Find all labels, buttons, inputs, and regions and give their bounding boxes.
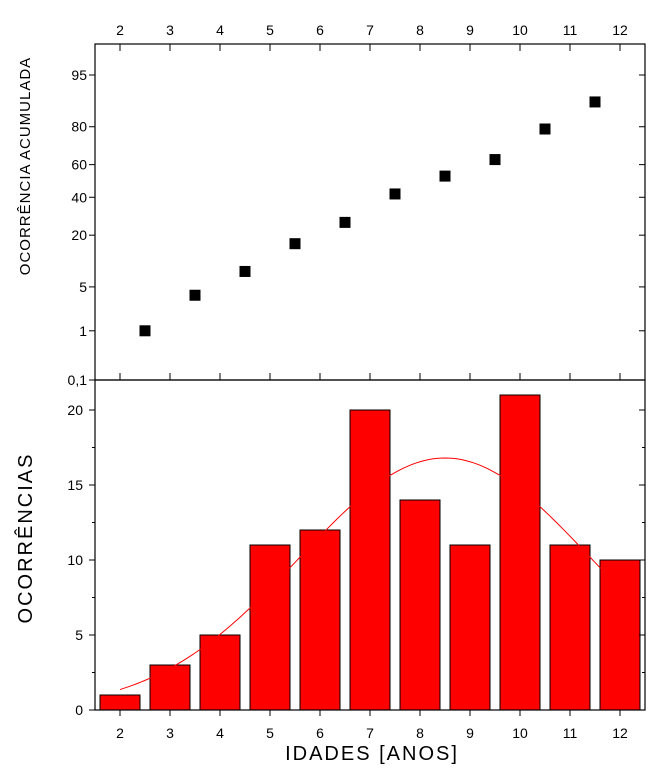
top-y-tick-label: 80 — [71, 119, 87, 135]
bottom-x-tick-label: 2 — [116, 725, 124, 741]
bottom-x-tick-label: 8 — [416, 725, 424, 741]
bottom-x-tick-label: 10 — [512, 725, 528, 741]
bottom-y-tick-label: 5 — [75, 627, 83, 643]
histogram-bar — [149, 664, 191, 711]
bottom-x-tick-label: 3 — [166, 725, 174, 741]
histogram-bar — [199, 634, 241, 711]
top-y-tick-label: 20 — [71, 227, 87, 243]
top-x-tick-label: 2 — [116, 22, 124, 38]
top-x-tick-label: 8 — [416, 22, 424, 38]
bottom-x-tick-label: 7 — [366, 725, 374, 741]
top-plot-frame — [94, 43, 646, 381]
histogram-bar — [299, 529, 341, 711]
cumulative-probability-panel: 2 3 4 5 6 7 8 9 10 11 12 0,1 1 5 20 40 60 80 95 — [68, 22, 646, 388]
top-x-tick-label: 11 — [563, 22, 578, 38]
histogram-bar — [249, 544, 291, 711]
data-point — [489, 154, 501, 166]
data-point — [589, 96, 601, 108]
histogram-bar — [599, 559, 641, 711]
top-y-tick-label: 5 — [79, 279, 87, 295]
bottom-y-tick-label: 20 — [67, 402, 83, 418]
top-x-tick-label: 3 — [166, 22, 174, 38]
data-point — [539, 123, 551, 135]
bottom-y-axis-title: OCORRÊNCIAS — [14, 453, 37, 624]
data-point — [239, 265, 251, 277]
bottom-x-axis-title: IDADES [ANOS] — [285, 743, 459, 765]
bottom-x-tick-label: 9 — [466, 725, 474, 741]
bottom-x-tick-label: 11 — [563, 725, 578, 741]
top-x-tick-label: 7 — [366, 22, 374, 38]
top-x-tick-label: 12 — [612, 22, 628, 38]
data-point — [139, 325, 151, 337]
top-x-tick-label: 6 — [316, 22, 324, 38]
histogram-bar — [99, 694, 141, 711]
histogram-bar — [499, 394, 541, 711]
top-y-tick-label: 40 — [71, 189, 87, 205]
bottom-x-tick-label: 5 — [266, 725, 274, 741]
bottom-y-tick-label: 15 — [67, 477, 83, 493]
top-x-tick-label: 4 — [216, 22, 224, 38]
data-point — [389, 188, 401, 200]
bottom-x-tick-label: 4 — [216, 725, 224, 741]
data-point — [289, 238, 301, 250]
histogram-panel: 2 3 4 5 6 7 8 9 10 11 12 0 5 10 15 20 — [67, 374, 646, 741]
top-y-tick-label: 0,1 — [68, 372, 88, 388]
top-y-tick-label: 1 — [79, 323, 87, 339]
histogram-bar — [449, 544, 491, 711]
top-y-tick-label: 60 — [71, 157, 87, 173]
bottom-y-tick-label: 10 — [67, 552, 83, 568]
histogram-bar — [549, 544, 591, 711]
top-x-tick-label: 5 — [266, 22, 274, 38]
top-x-tick-label: 10 — [512, 22, 528, 38]
bottom-x-tick-label: 6 — [316, 725, 324, 741]
bottom-y-tick-label: 0 — [75, 702, 83, 718]
data-point — [189, 289, 201, 301]
bottom-x-tick-label: 12 — [612, 725, 628, 741]
gaussian-fit-curve — [119, 457, 621, 691]
histogram-bar — [399, 499, 441, 711]
histogram-bar — [349, 409, 391, 711]
data-point — [339, 216, 351, 228]
data-point — [439, 170, 451, 182]
top-y-tick-label: 95 — [71, 67, 87, 83]
top-x-tick-label: 9 — [466, 22, 474, 38]
top-y-axis-title: OCORRÊNCIA ACUMULADA — [17, 57, 34, 275]
